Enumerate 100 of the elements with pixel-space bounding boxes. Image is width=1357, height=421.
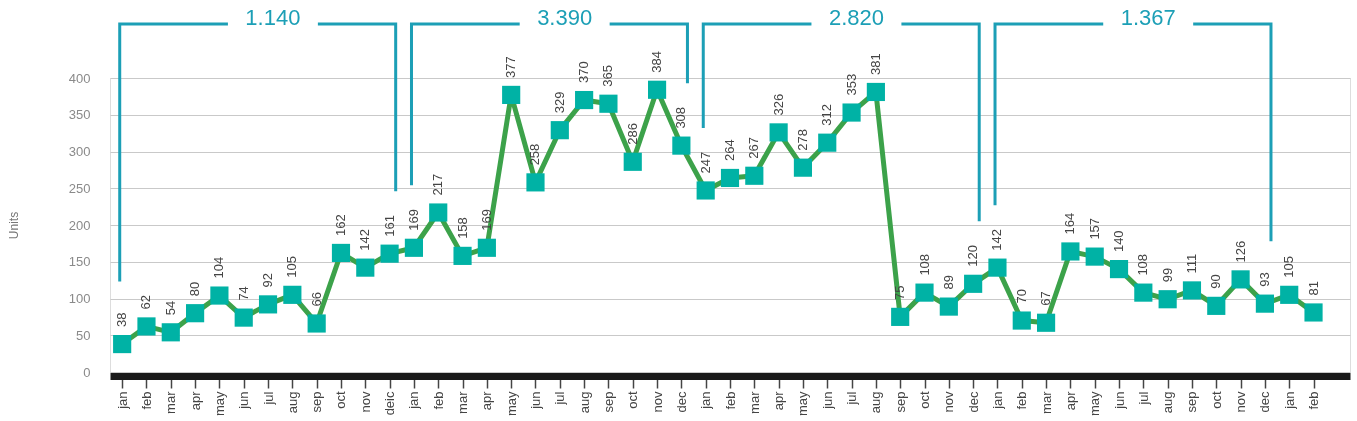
x-tick-label: mar	[746, 390, 762, 414]
x-tick-label: sep	[600, 391, 616, 413]
data-label: 90	[1208, 274, 1224, 289]
point	[356, 258, 375, 277]
x-tick-label: dec	[673, 391, 689, 413]
y-tick-label: 150	[68, 254, 91, 270]
x-tick-label: jul	[552, 391, 568, 406]
point	[1109, 260, 1129, 279]
y-tick-label: 50	[76, 327, 91, 343]
x-tick-label: sep	[892, 391, 908, 413]
x-tick-label: jan	[698, 391, 714, 410]
text: 2.820	[828, 5, 884, 30]
point	[1304, 303, 1323, 322]
point	[647, 80, 667, 99]
x-tick-label: dec	[1257, 391, 1273, 413]
point	[186, 304, 205, 323]
y-tick-label: 400	[68, 70, 91, 86]
x-tick-label: feb	[138, 391, 154, 410]
point	[1182, 281, 1202, 300]
point	[818, 133, 837, 152]
x-tick-label: apr	[1062, 390, 1078, 411]
point	[696, 181, 715, 200]
data-label: 105	[1281, 256, 1297, 278]
x-tick-label: may	[1087, 391, 1103, 417]
point	[404, 238, 423, 257]
x-tick-label: oct	[1208, 391, 1224, 409]
data-label: 93	[1256, 272, 1272, 287]
data-label: 329	[551, 91, 567, 114]
data-label: 108	[916, 253, 932, 276]
data-label: 66	[308, 292, 324, 307]
x-tick-label: aug	[1160, 391, 1176, 414]
point	[1280, 285, 1299, 304]
data-label: 162	[332, 214, 348, 236]
x-tick-label: mar	[1038, 390, 1054, 414]
point	[1061, 242, 1080, 261]
x-tick-label: jan	[406, 391, 422, 410]
data-label: 108	[1135, 253, 1151, 276]
data-label: 381	[867, 53, 883, 75]
data-label: 81	[1305, 281, 1321, 296]
point	[793, 158, 813, 177]
data-label: 104	[211, 256, 227, 279]
point	[842, 103, 861, 122]
point	[745, 166, 764, 185]
point	[113, 334, 132, 354]
point	[1012, 311, 1031, 330]
x-tick-label: nov	[941, 391, 957, 413]
data-label: 161	[381, 214, 397, 237]
x-tick-label: jul	[260, 391, 276, 406]
x-tick-label: apr	[771, 390, 787, 411]
point	[964, 274, 983, 293]
point	[429, 203, 448, 222]
x-tick-label: mar	[455, 390, 471, 414]
data-label: 67	[1038, 291, 1054, 306]
data-label: 75	[892, 285, 908, 300]
x-tick-label: oct	[625, 391, 641, 409]
x-tick-label: jul	[844, 391, 860, 406]
point	[1085, 247, 1104, 266]
x-tick-label: deic	[382, 391, 398, 416]
data-label: 99	[1159, 267, 1175, 283]
data-label: 312	[819, 103, 835, 126]
data-label: 169	[478, 209, 494, 231]
data-label: 384	[649, 51, 665, 73]
data-label: 326	[770, 93, 786, 116]
x-tick-label: feb	[722, 391, 738, 410]
data-label: 54	[162, 300, 178, 316]
point	[307, 314, 326, 333]
y-tick-label: 200	[68, 217, 91, 233]
x-tick-label: nov	[357, 391, 373, 413]
data-label: 92	[260, 272, 276, 288]
point	[1231, 270, 1250, 289]
data-label: 70	[1013, 289, 1029, 304]
point	[623, 152, 642, 171]
point	[1037, 313, 1056, 332]
x-tick-label: jun	[236, 391, 252, 410]
y-tick-label: 250	[68, 180, 91, 196]
x-tick-label: jul	[1135, 391, 1151, 406]
x-tick-label: apr	[187, 390, 203, 411]
data-label: 377	[503, 56, 519, 78]
data-label: 89	[940, 275, 956, 290]
x-tick-label: jan	[114, 391, 130, 410]
point	[1207, 296, 1226, 315]
data-label: 74	[235, 286, 251, 301]
x-tick-label: jun	[527, 391, 543, 410]
x-tick-label: may	[795, 391, 811, 417]
data-label: 286	[624, 123, 640, 145]
x-tick-label: jun	[819, 391, 835, 410]
point	[866, 82, 885, 102]
point	[477, 238, 496, 257]
point	[891, 307, 910, 326]
text: 1.367	[1120, 5, 1176, 30]
data-label: 164	[1062, 212, 1078, 235]
data-label: 158	[454, 217, 470, 239]
data-label: 365	[600, 65, 616, 87]
point	[575, 90, 594, 110]
x-tick-label: nov	[1233, 391, 1249, 413]
point	[331, 243, 351, 263]
point	[672, 136, 691, 155]
point	[234, 308, 253, 327]
data-label: 267	[746, 137, 762, 159]
point	[283, 285, 302, 304]
